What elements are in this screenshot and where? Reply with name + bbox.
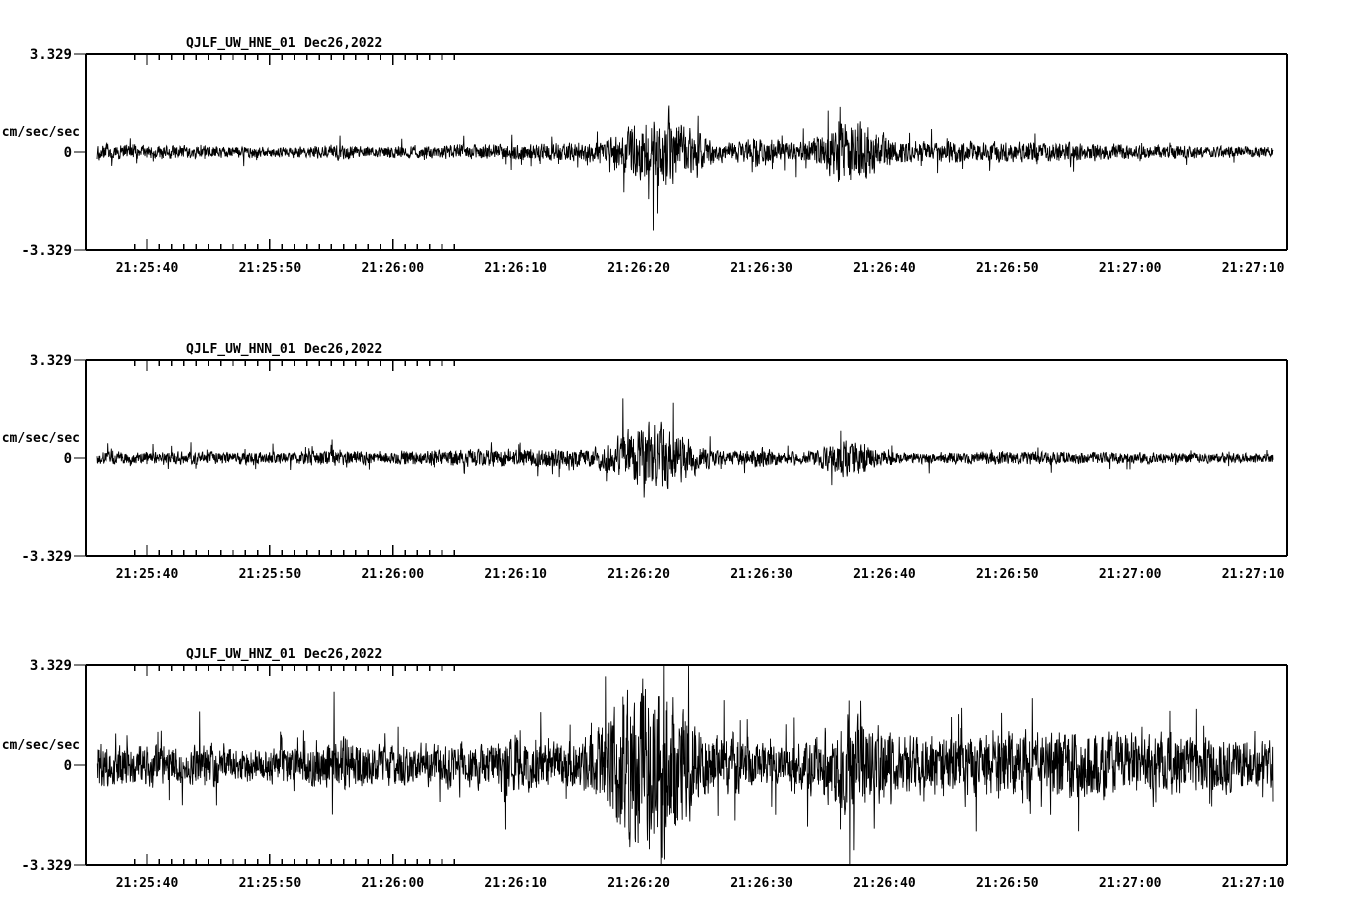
xtick-label: 21:26:20 (607, 876, 670, 891)
xtick-label: 21:27:00 (1099, 876, 1162, 891)
xtick-label: 21:27:00 (1099, 261, 1162, 276)
y-axis-unit-label: cm/sec/sec (2, 431, 80, 446)
panel-title-date: Dec26,2022 (304, 647, 382, 662)
panel-title-station: QJLF_UW_HNZ_01 (186, 647, 296, 662)
xtick-label: 21:25:40 (116, 261, 179, 276)
xtick-label: 21:27:10 (1222, 261, 1285, 276)
seismogram-panel-hne: 3.329 0 -3.329 cm/sec/sec QJLF_UW_HNE_01 Dec2… (0, 26, 1358, 282)
panel-canvas-hnz: 3.329 0 -3.329 cm/sec/sec QJLF_UW_HNZ_01 Dec2… (2, 647, 1288, 891)
xtick-label: 21:26:10 (484, 876, 547, 891)
ytick-label-min: -3.329 (21, 858, 72, 874)
xtick-label: 21:26:10 (484, 567, 547, 582)
ytick-label-min: -3.329 (21, 549, 72, 565)
xtick-label: 21:26:30 (730, 567, 793, 582)
panel-title-date: Dec26,2022 (304, 342, 382, 357)
xtick-label: 21:27:00 (1099, 567, 1162, 582)
panel-title-station: QJLF_UW_HNN_01 (186, 342, 296, 357)
xtick-label: 21:26:30 (730, 876, 793, 891)
xtick-label: 21:27:10 (1222, 876, 1285, 891)
xtick-label: 21:26:40 (853, 876, 916, 891)
seismogram-panel-hnn: 3.329 0 -3.329 cm/sec/sec QJLF_UW_HNN_01 Dec2… (0, 332, 1358, 588)
seismogram-panel-hnz: 3.329 0 -3.329 cm/sec/sec QJLF_UW_HNZ_01 Dec2… (0, 637, 1358, 897)
panel-title-station: QJLF_UW_HNE_01 (186, 36, 296, 51)
xtick-label: 21:25:50 (239, 567, 302, 582)
xtick-label: 21:26:40 (853, 567, 916, 582)
xtick-label: 21:26:50 (976, 876, 1039, 891)
ytick-label-max: 3.329 (30, 353, 72, 369)
ytick-label-zero: 0 (64, 451, 72, 467)
xtick-label: 21:25:50 (239, 261, 302, 276)
ytick-label-zero: 0 (64, 145, 72, 161)
xtick-label: 21:25:40 (116, 876, 179, 891)
ytick-label-zero: 0 (64, 758, 72, 774)
xtick-label: 21:26:40 (853, 261, 916, 276)
ytick-label-min: -3.329 (21, 243, 72, 259)
xtick-label: 21:26:50 (976, 261, 1039, 276)
xtick-label: 21:26:20 (607, 567, 670, 582)
waveform-trace-hne (96, 105, 1274, 231)
xtick-label: 21:27:10 (1222, 567, 1285, 582)
xtick-label: 21:26:50 (976, 567, 1039, 582)
ytick-label-max: 3.329 (30, 47, 72, 63)
panel-title-date: Dec26,2022 (304, 36, 382, 51)
xtick-label: 21:26:20 (607, 261, 670, 276)
xtick-label: 21:26:30 (730, 261, 793, 276)
waveform-trace-hnz (96, 664, 1274, 866)
xtick-label: 21:26:00 (361, 567, 424, 582)
y-axis-unit-label: cm/sec/sec (2, 738, 80, 753)
panel-canvas-hne: 3.329 0 -3.329 cm/sec/sec QJLF_UW_HNE_01 Dec2… (2, 36, 1288, 276)
xtick-label: 21:26:00 (361, 876, 424, 891)
xtick-label: 21:26:00 (361, 261, 424, 276)
waveform-trace-hnn (96, 398, 1274, 498)
xtick-label: 21:25:40 (116, 567, 179, 582)
panel-canvas-hnn: 3.329 0 -3.329 cm/sec/sec QJLF_UW_HNN_01 Dec2… (2, 342, 1288, 582)
xtick-label: 21:25:50 (239, 876, 302, 891)
ytick-label-max: 3.329 (30, 658, 72, 674)
y-axis-unit-label: cm/sec/sec (2, 125, 80, 140)
xtick-label: 21:26:10 (484, 261, 547, 276)
